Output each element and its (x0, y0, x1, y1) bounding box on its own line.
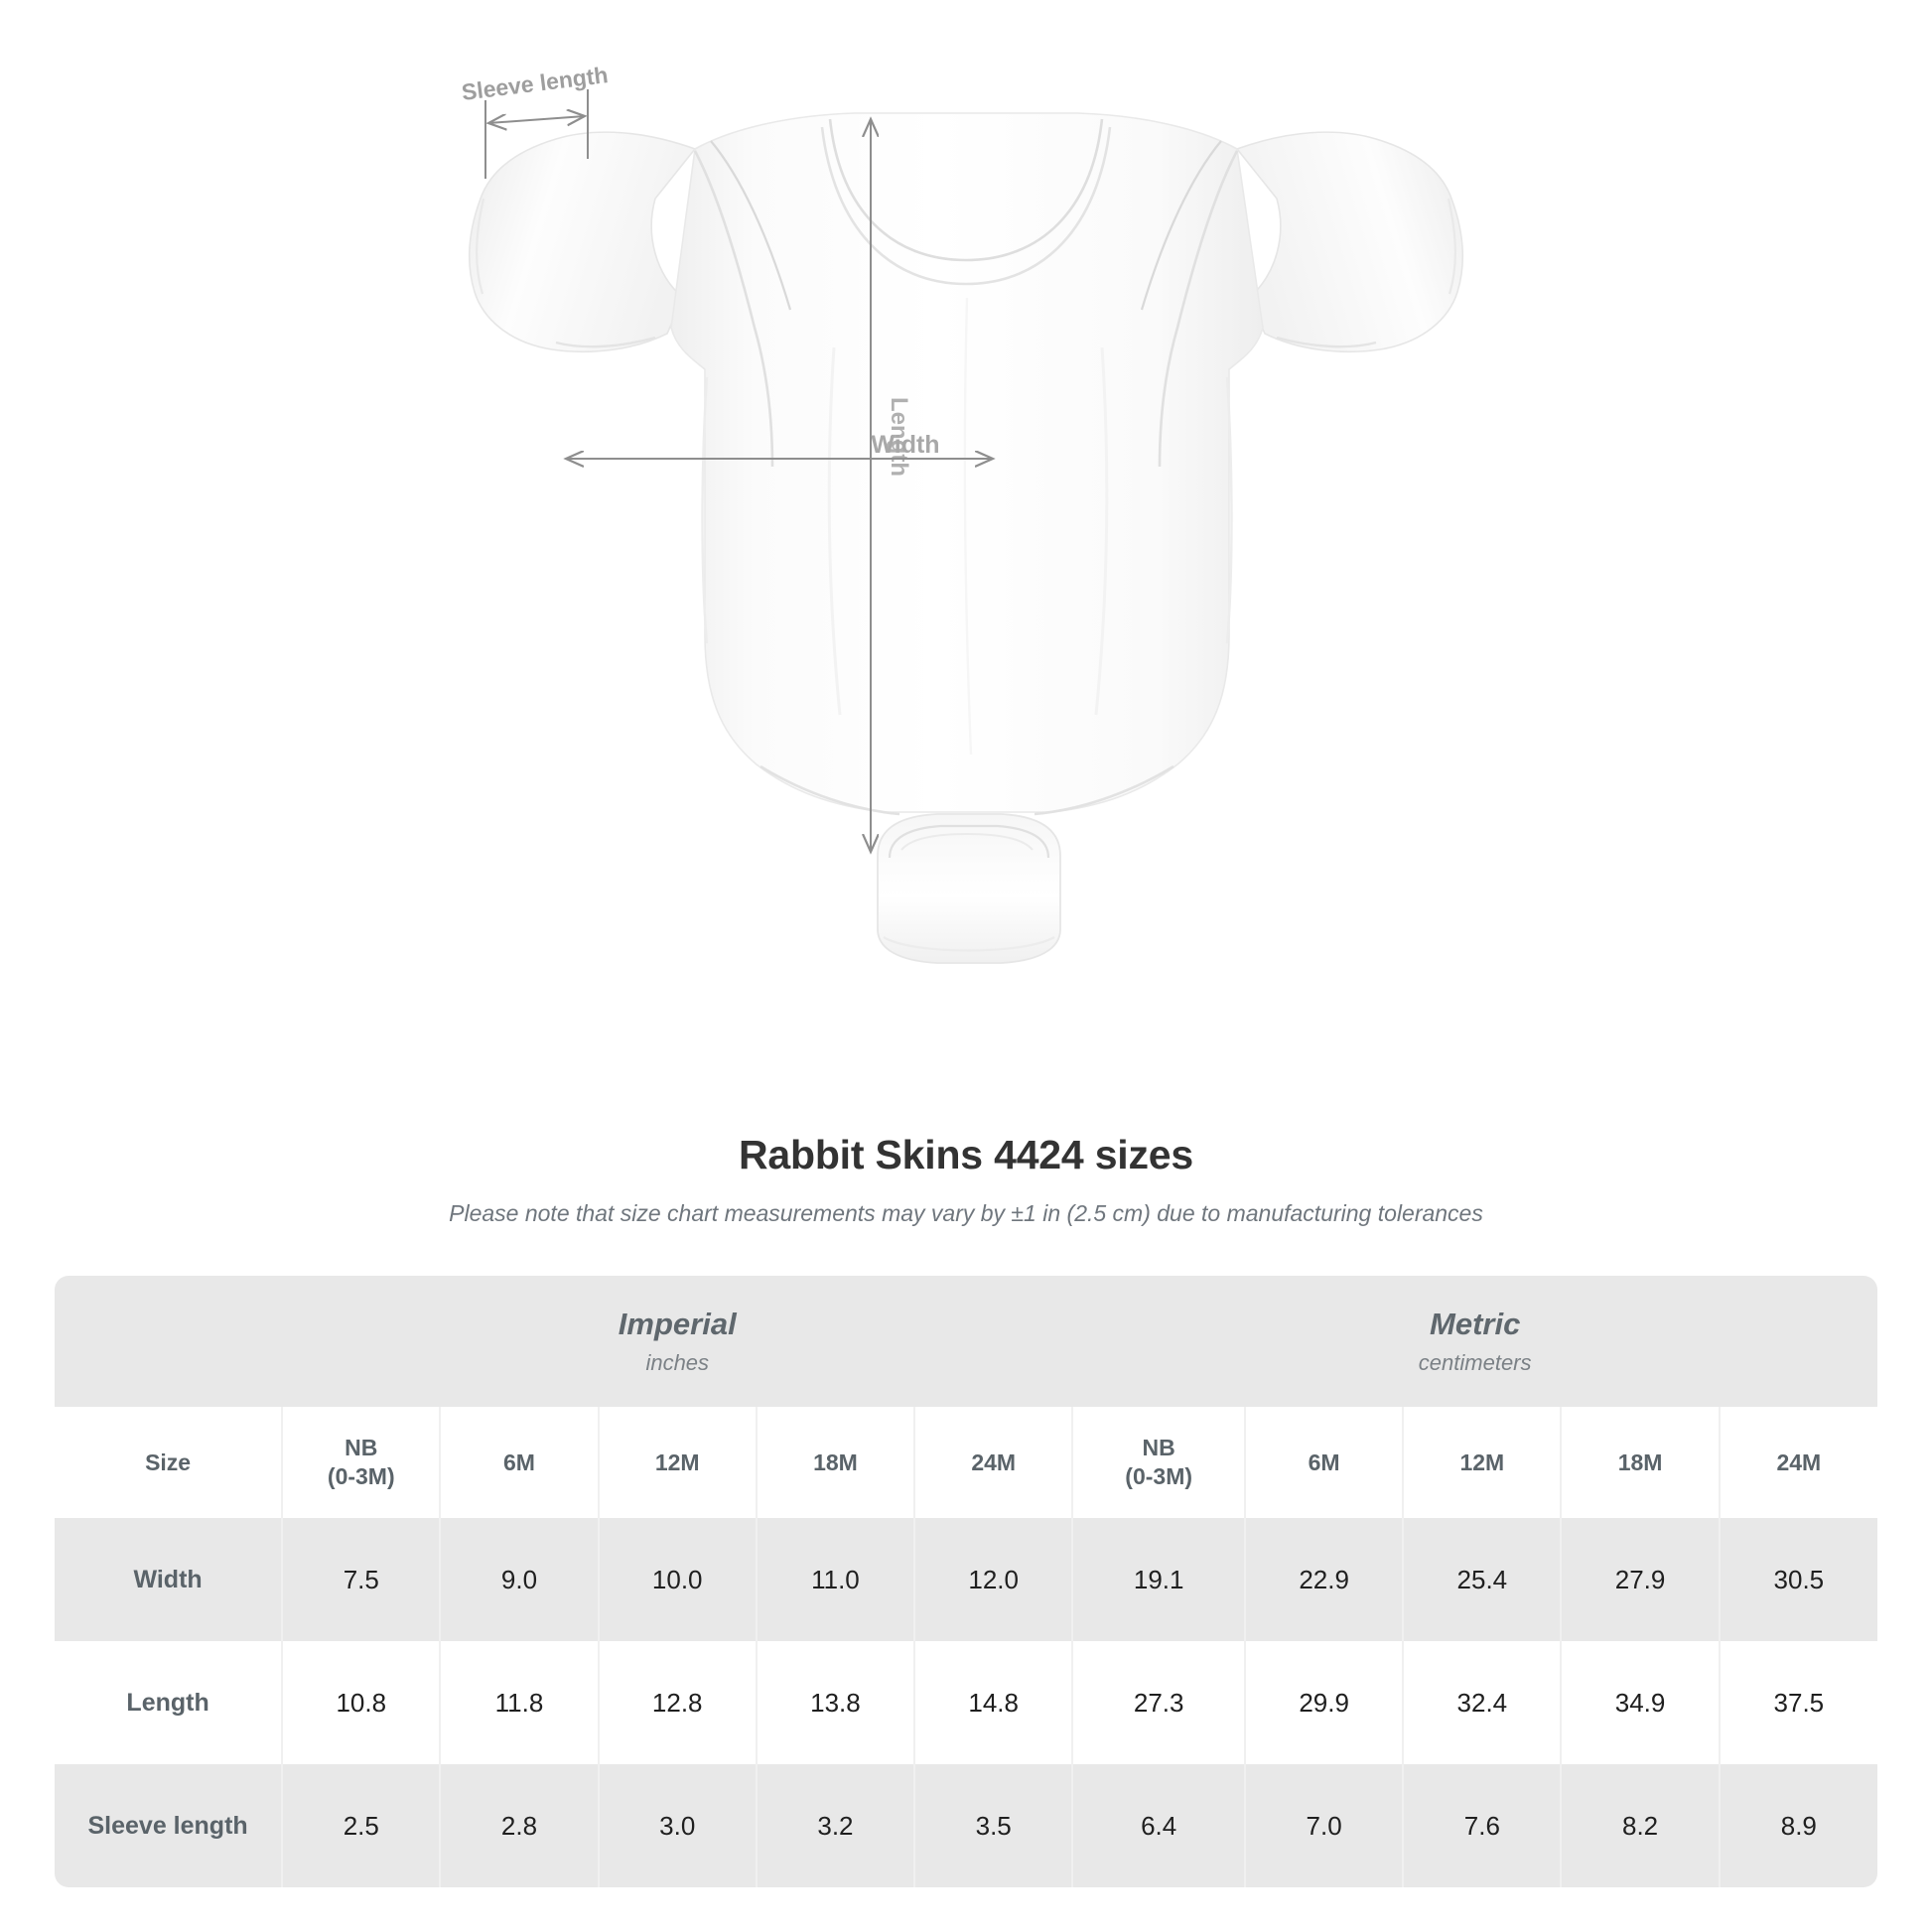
header-col-metric-12m: 12M (1403, 1407, 1563, 1518)
cell-width-imperial-12m: 10.0 (598, 1518, 758, 1641)
width-label: Width (871, 431, 939, 459)
heading-block: Rabbit Skins 4424 sizes Please note that… (0, 1132, 1932, 1227)
size-table: Imperial inches Metric centimeters Size … (55, 1276, 1877, 1887)
bodysuit-body-shape (670, 112, 1264, 816)
header-col-imperial-nb: NB (0-3M) (282, 1407, 442, 1518)
cell-sleeve-imperial-6m: 2.8 (440, 1764, 600, 1887)
cell-length-imperial-nb: 10.8 (282, 1641, 442, 1764)
header-col-imperial-12m: 12M (598, 1407, 758, 1518)
cell-sleeve-imperial-24m: 3.5 (914, 1764, 1074, 1887)
unit-metric-cell: Metric centimeters (1072, 1276, 1877, 1407)
header-col-metric-nb: NB (0-3M) (1072, 1407, 1247, 1518)
unit-imperial-sub: inches (645, 1349, 710, 1375)
unit-band-spacer (55, 1276, 283, 1407)
unit-band-row: Imperial inches Metric centimeters (55, 1276, 1877, 1407)
page-title: Rabbit Skins 4424 sizes (738, 1132, 1193, 1177)
header-col-imperial-6m: 6M (440, 1407, 600, 1518)
cell-length-metric-nb: 27.3 (1072, 1641, 1247, 1764)
row-label-width: Width (55, 1518, 284, 1641)
cell-length-metric-6m: 29.9 (1245, 1641, 1405, 1764)
cell-sleeve-imperial-12m: 3.0 (598, 1764, 758, 1887)
crotch-snap-flap (877, 813, 1061, 964)
cell-width-metric-6m: 22.9 (1245, 1518, 1405, 1641)
cell-length-metric-24m: 37.5 (1719, 1641, 1877, 1764)
cell-width-metric-nb: 19.1 (1072, 1518, 1247, 1641)
header-col-imperial-18m: 18M (756, 1407, 916, 1518)
left-sleeve-shape (468, 131, 697, 353)
cell-length-metric-12m: 32.4 (1403, 1641, 1563, 1764)
cell-length-imperial-12m: 12.8 (598, 1641, 758, 1764)
table-row: Length 10.8 11.8 12.8 13.8 14.8 27.3 29.… (55, 1641, 1877, 1764)
row-label-length: Length (55, 1641, 284, 1764)
table-row: Sleeve length 2.5 2.8 3.0 3.2 3.5 6.4 7.… (55, 1764, 1877, 1887)
header-col-metric-18m: 18M (1561, 1407, 1721, 1518)
cell-length-imperial-6m: 11.8 (440, 1641, 600, 1764)
cell-sleeve-metric-12m: 7.6 (1403, 1764, 1563, 1887)
cell-length-imperial-18m: 13.8 (756, 1641, 916, 1764)
unit-imperial-name: Imperial (618, 1307, 737, 1342)
cell-sleeve-imperial-nb: 2.5 (282, 1764, 442, 1887)
size-table-container: Imperial inches Metric centimeters Size … (55, 1276, 1877, 1887)
cell-width-metric-12m: 25.4 (1403, 1518, 1563, 1641)
row-label-sleeve-length: Sleeve length (55, 1764, 284, 1887)
cell-sleeve-metric-18m: 8.2 (1561, 1764, 1721, 1887)
right-sleeve-shape (1235, 131, 1464, 353)
tolerance-note: Please note that size chart measurements… (449, 1200, 1483, 1226)
header-size-label: Size (55, 1407, 284, 1518)
unit-metric-name: Metric (1430, 1307, 1521, 1342)
cell-length-metric-18m: 34.9 (1561, 1641, 1721, 1764)
cell-sleeve-metric-6m: 7.0 (1245, 1764, 1405, 1887)
cell-sleeve-imperial-18m: 3.2 (756, 1764, 916, 1887)
header-col-metric-6m: 6M (1245, 1407, 1405, 1518)
table-header-row: Size NB (0-3M) 6M 12M 18M 24M NB (0-3M) … (55, 1407, 1877, 1518)
cell-sleeve-metric-nb: 6.4 (1072, 1764, 1247, 1887)
cell-sleeve-metric-24m: 8.9 (1719, 1764, 1877, 1887)
cell-width-imperial-18m: 11.0 (756, 1518, 916, 1641)
cell-width-metric-24m: 30.5 (1719, 1518, 1877, 1641)
cell-width-imperial-6m: 9.0 (440, 1518, 600, 1641)
header-col-metric-24m: 24M (1719, 1407, 1877, 1518)
sleeve-length-guide (484, 89, 589, 179)
garment-illustration: Sleeve length Length Width (460, 62, 1464, 964)
unit-metric-sub: centimeters (1418, 1349, 1532, 1375)
cell-width-imperial-24m: 12.0 (914, 1518, 1074, 1641)
unit-imperial-cell: Imperial inches (282, 1276, 1073, 1407)
header-col-main: NB (345, 1435, 378, 1461)
cell-length-imperial-24m: 14.8 (914, 1641, 1074, 1764)
cell-width-metric-18m: 27.9 (1561, 1518, 1721, 1641)
header-col-sub: (0-3M) (1125, 1463, 1193, 1489)
cell-width-imperial-nb: 7.5 (282, 1518, 442, 1641)
header-col-main: NB (1142, 1435, 1175, 1461)
table-row: Width 7.5 9.0 10.0 11.0 12.0 19.1 22.9 2… (55, 1518, 1877, 1641)
header-col-imperial-24m: 24M (914, 1407, 1074, 1518)
header-col-sub: (0-3M) (327, 1463, 395, 1489)
